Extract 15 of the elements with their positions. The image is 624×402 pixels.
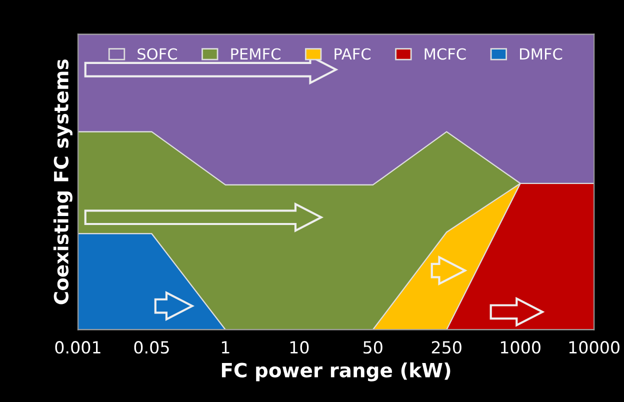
x-tick-label: 10 [290,341,309,354]
legend-label: PEMFC [231,48,280,60]
x-tick-label: 1 [222,341,230,354]
x-tick-label: 0.001 [55,341,100,354]
x-tick-label: 250 [432,341,462,354]
x-tick-label: 10000 [569,341,620,354]
x-axis-title: FC power range (kW) [222,362,450,382]
legend-label: DMFC [520,48,562,60]
x-tick-label: 50 [364,341,382,354]
legend-label: MCFC [424,48,466,60]
y-axis-title: Coexisting FC systems [53,60,72,304]
legend-label: SOFC [138,48,177,60]
legend-label: PAFC [334,48,371,60]
x-tick-label: 0.05 [134,341,169,354]
x-tick-label: 1000 [500,341,540,354]
